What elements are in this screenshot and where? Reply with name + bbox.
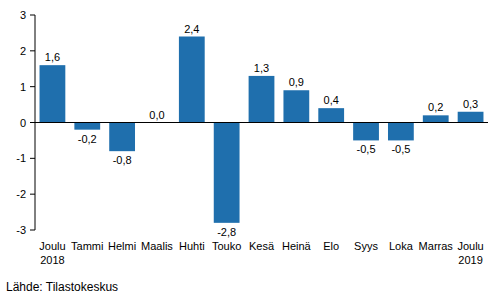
- bar: [214, 123, 240, 223]
- data-label: 0,9: [289, 76, 304, 88]
- y-tick-label: -2: [16, 188, 26, 200]
- x-tick-label-line: Syys: [354, 240, 378, 252]
- data-label: -0,8: [113, 154, 132, 166]
- x-tick-label-line: Kesä: [249, 240, 275, 252]
- data-label: -0,2: [78, 133, 97, 145]
- x-tick-label: Marras: [419, 240, 454, 252]
- x-tick-label-line: Joulu: [457, 240, 483, 252]
- x-tick-label: Elo: [323, 240, 339, 252]
- bar: [74, 123, 100, 130]
- x-tick-label: Loka: [389, 240, 414, 252]
- data-label: 0,2: [428, 101, 443, 113]
- data-label: 0,0: [149, 109, 164, 121]
- bar: [40, 65, 66, 122]
- data-label: -2,8: [217, 226, 236, 238]
- x-tick-label-line: Marras: [419, 240, 454, 252]
- bar: [353, 123, 379, 141]
- bar: [318, 108, 344, 122]
- bar: [109, 123, 135, 152]
- bar: [179, 37, 205, 123]
- x-tick-label-line: 2018: [40, 254, 64, 266]
- x-tick-label: Syys: [354, 240, 378, 252]
- bar: [423, 115, 449, 122]
- y-tick: [30, 230, 35, 231]
- data-label: 1,3: [254, 62, 269, 74]
- data-label: 1,6: [45, 51, 60, 63]
- y-tick-label: 0: [20, 117, 26, 129]
- x-tick-label-line: Maalis: [141, 240, 173, 252]
- data-label: 2,4: [184, 23, 199, 35]
- y-tick-label: 2: [20, 45, 26, 57]
- x-tick-label-line: Elo: [323, 240, 339, 252]
- y-tick: [30, 15, 35, 16]
- x-tick-label-line: Helmi: [108, 240, 136, 252]
- zero-line: [35, 122, 488, 123]
- x-tick-label: Helmi: [108, 240, 136, 252]
- x-tick-label-line: 2019: [458, 254, 482, 266]
- x-tick-label-line: Joulu: [39, 240, 65, 252]
- bar: [249, 76, 275, 123]
- y-tick: [30, 122, 35, 123]
- y-tick: [30, 50, 35, 51]
- x-tick-label-line: Touko: [212, 240, 241, 252]
- x-tick-label-line: Tammi: [71, 240, 103, 252]
- y-tick-label: -1: [16, 152, 26, 164]
- y-tick-label: 3: [20, 9, 26, 21]
- data-label: 0,3: [463, 98, 478, 110]
- y-tick: [30, 194, 35, 195]
- x-tick-label: Joulu 2019: [457, 240, 483, 266]
- source: Lähde: Tilastokeskus: [6, 280, 118, 294]
- x-tick-label: Maalis: [141, 240, 173, 252]
- y-tick: [30, 158, 35, 159]
- data-label: -0,5: [391, 143, 410, 155]
- y-tick-label: -3: [16, 224, 26, 236]
- x-tick-label: Tammi: [71, 240, 103, 252]
- x-tick-label: Kesä: [249, 240, 275, 252]
- x-tick-label-line: Loka: [389, 240, 414, 252]
- data-label: 0,4: [324, 94, 339, 106]
- chart: -3 -2 -1 0 1 2 3 1,6 -0,2 -0,8 0,0 2,4 -2,8 1,3 0,9 0,4…: [0, 0, 493, 304]
- data-label: -0,5: [357, 143, 376, 155]
- x-tick-label: Touko: [212, 240, 241, 252]
- x-tick-label-line: Heinä: [282, 240, 312, 252]
- y-tick: [30, 86, 35, 87]
- x-tick-label: Joulu 2018: [39, 240, 65, 266]
- x-tick-label: Heinä: [282, 240, 312, 252]
- bar: [458, 112, 484, 123]
- x-tick-label-line: Huhti: [179, 240, 205, 252]
- bar: [283, 90, 309, 122]
- y-tick-label: 1: [20, 81, 26, 93]
- x-tick-label: Huhti: [179, 240, 205, 252]
- bar: [388, 123, 414, 141]
